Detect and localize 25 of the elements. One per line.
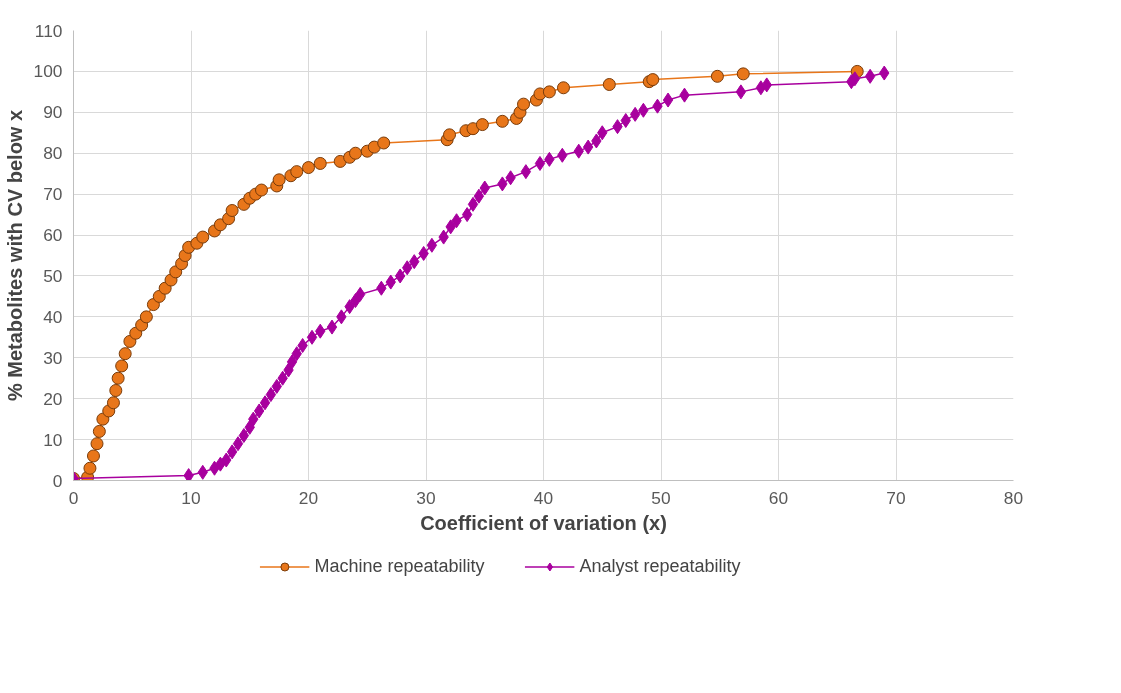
x-tick-label: 20	[298, 487, 319, 508]
y-tick-label: 110	[34, 20, 63, 41]
x-tick-label: 0	[68, 487, 79, 508]
y-tick-label: 0	[52, 470, 63, 491]
y-tick-label: 10	[43, 429, 63, 450]
y-tick-label: 20	[43, 388, 63, 409]
x-tick-label: 70	[886, 487, 906, 508]
x-axis-title: Coefficient of variation (x)	[420, 511, 667, 534]
y-tick-label: 50	[43, 265, 63, 286]
x-tick-label: 80	[1003, 487, 1024, 508]
y-tick-label: 60	[43, 225, 63, 246]
x-tick-label: 50	[651, 487, 671, 508]
y-tick-label: 90	[43, 102, 63, 123]
y-tick-label: 30	[43, 347, 63, 368]
x-tick-label: 40	[533, 487, 554, 508]
x-tick-label: 60	[768, 487, 789, 508]
x-tick-label: 10	[181, 487, 201, 508]
legend-label: Analyst repeatability	[579, 555, 741, 577]
y-tick-label: 80	[43, 143, 63, 164]
y-tick-label: 40	[43, 306, 63, 327]
y-axis-title: % Metabolites with CV below x	[3, 109, 26, 402]
legend-label: Machine repeatability	[314, 555, 485, 577]
x-tick-label: 30	[416, 487, 436, 508]
y-tick-label: 70	[43, 184, 63, 205]
y-tick-label: 100	[33, 61, 63, 82]
